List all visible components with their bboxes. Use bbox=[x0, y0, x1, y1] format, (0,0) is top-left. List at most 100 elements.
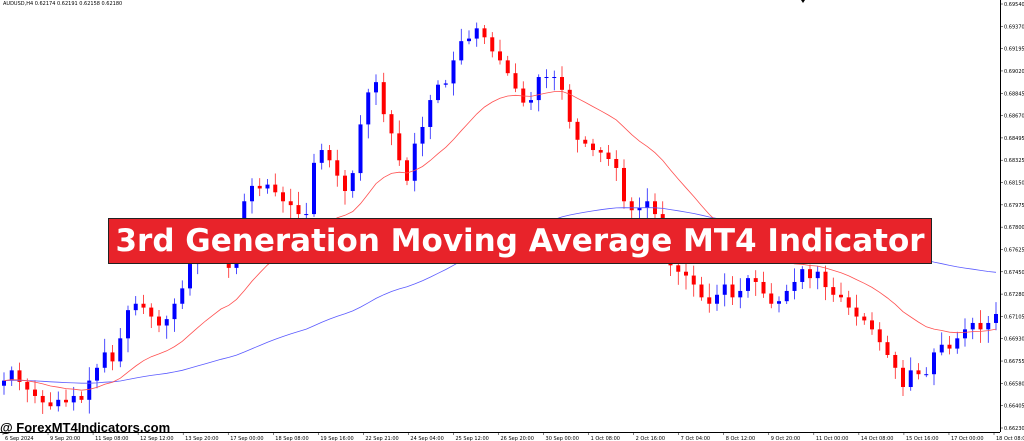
bearish-candle bbox=[846, 297, 851, 308]
bullish-candle bbox=[312, 162, 316, 215]
bearish-candle bbox=[33, 389, 37, 396]
bullish-candle bbox=[908, 370, 913, 388]
time-tick-label: 30 Sep 00:00 bbox=[546, 436, 579, 441]
time-tick-label: 13 Sep 20:00 bbox=[185, 436, 218, 441]
bearish-candle bbox=[397, 133, 402, 161]
time-axis-line bbox=[0, 432, 1000, 433]
bullish-candle bbox=[746, 278, 750, 291]
bullish-candle bbox=[265, 184, 270, 189]
bullish-candle bbox=[420, 126, 425, 144]
bearish-candle bbox=[48, 402, 53, 407]
time-tick-label: 2 Oct 16:00 bbox=[636, 436, 665, 441]
bearish-candle bbox=[877, 329, 882, 343]
price-tick-label: 0.69195 bbox=[1004, 47, 1024, 53]
time-tick-label: 24 Sep 04:00 bbox=[410, 436, 443, 441]
bullish-candle bbox=[544, 77, 549, 79]
bullish-candle bbox=[994, 313, 998, 323]
bearish-candle bbox=[885, 342, 890, 355]
price-tick-label: 0.69540 bbox=[1004, 2, 1024, 8]
bearish-candle bbox=[606, 152, 611, 159]
time-tick-label: 7 Oct 04:00 bbox=[681, 436, 710, 441]
title-banner: 3rd Generation Moving Average MT4 Indica… bbox=[108, 218, 932, 264]
bearish-candle bbox=[141, 303, 146, 308]
bullish-candle bbox=[374, 82, 378, 93]
time-tick-label: 26 Sep 20:00 bbox=[501, 436, 534, 441]
time-tick-label: 9 Oct 20:00 bbox=[771, 436, 800, 441]
bullish-candle bbox=[715, 294, 719, 304]
bullish-candle bbox=[56, 399, 61, 407]
bullish-candle bbox=[304, 214, 309, 216]
bearish-candle bbox=[110, 352, 115, 362]
bearish-candle bbox=[296, 205, 301, 215]
bullish-candle bbox=[777, 301, 781, 304]
bearish-candle bbox=[707, 297, 712, 304]
bearish-candle bbox=[498, 51, 502, 61]
bearish-candle bbox=[575, 121, 580, 140]
bullish-candle bbox=[459, 41, 464, 61]
time-tick-label: 12 Sep 12:00 bbox=[140, 436, 173, 441]
bearish-candle bbox=[257, 185, 262, 189]
bullish-candle bbox=[955, 338, 960, 349]
chart-shift-marker[interactable] bbox=[801, 0, 805, 3]
bearish-candle bbox=[405, 160, 409, 181]
bearish-candle bbox=[513, 73, 518, 89]
bearish-candle bbox=[25, 381, 30, 390]
bullish-candle bbox=[118, 338, 123, 362]
bullish-candle bbox=[2, 380, 6, 386]
bearish-candle bbox=[691, 275, 696, 285]
price-tick-label: 0.69020 bbox=[1004, 69, 1024, 75]
bullish-candle bbox=[800, 269, 805, 282]
bearish-candle bbox=[839, 294, 843, 298]
bearish-candle bbox=[335, 160, 340, 176]
bullish-candle bbox=[95, 367, 99, 381]
bearish-candle bbox=[583, 139, 588, 144]
price-tick-label: 0.67450 bbox=[1004, 270, 1024, 276]
bearish-candle bbox=[831, 287, 836, 295]
bearish-candle bbox=[699, 284, 704, 298]
bearish-candle bbox=[676, 265, 681, 272]
bullish-candle bbox=[9, 370, 14, 381]
bearish-candle bbox=[598, 150, 603, 153]
time-tick-label: 18 Oct 08:00 bbox=[996, 436, 1024, 441]
time-axis-labels: 6 Sep 2024 9 Sep 20:00 11 Sep 08:00 12 Sep … bbox=[2, 432, 1024, 441]
price-tick-label: 0.66230 bbox=[1004, 426, 1024, 432]
bullish-candle bbox=[180, 288, 185, 304]
price-tick-label: 0.68670 bbox=[1004, 114, 1024, 120]
time-tick-label: 15 Oct 16:00 bbox=[906, 436, 939, 441]
price-tick-label: 0.68845 bbox=[1004, 91, 1024, 97]
bearish-candle bbox=[916, 370, 921, 375]
bullish-candle bbox=[932, 352, 936, 375]
bearish-candle bbox=[64, 399, 68, 403]
bullish-candle bbox=[963, 329, 967, 339]
symbol-info: AUDUSD,H4 0.62174 0.62191 0.62158 0.6218… bbox=[3, 1, 123, 7]
bullish-candle bbox=[645, 201, 650, 208]
bullish-candle bbox=[87, 380, 92, 400]
bearish-candle bbox=[753, 278, 758, 282]
bearish-candle bbox=[684, 271, 688, 276]
time-tick-label: 17 Oct 00:00 bbox=[951, 436, 984, 441]
bullish-candle bbox=[738, 290, 743, 298]
bullish-candle bbox=[133, 303, 138, 311]
bullish-candle bbox=[970, 322, 975, 330]
bullish-candle bbox=[467, 38, 471, 42]
bearish-candle bbox=[761, 281, 766, 294]
bearish-candle bbox=[808, 269, 812, 279]
bullish-candle bbox=[319, 150, 324, 163]
price-axis-line bbox=[1000, 0, 1001, 432]
bearish-candle bbox=[893, 354, 898, 368]
bearish-candle bbox=[823, 271, 828, 288]
time-tick-label: 18 Sep 08:00 bbox=[275, 436, 308, 441]
bearish-candle bbox=[273, 184, 278, 193]
bearish-candle bbox=[288, 201, 293, 206]
time-tick-label: 25 Sep 12:00 bbox=[455, 436, 488, 441]
bearish-candle bbox=[389, 114, 394, 134]
time-tick-label: 8 Oct 12:00 bbox=[726, 436, 755, 441]
bearish-candle bbox=[560, 77, 564, 90]
bullish-candle bbox=[637, 207, 642, 211]
bullish-candle bbox=[924, 374, 929, 376]
price-tick-label: 0.66930 bbox=[1004, 337, 1024, 343]
bullish-candle bbox=[172, 303, 177, 320]
bearish-candle bbox=[157, 316, 161, 326]
bullish-candle bbox=[784, 290, 789, 302]
